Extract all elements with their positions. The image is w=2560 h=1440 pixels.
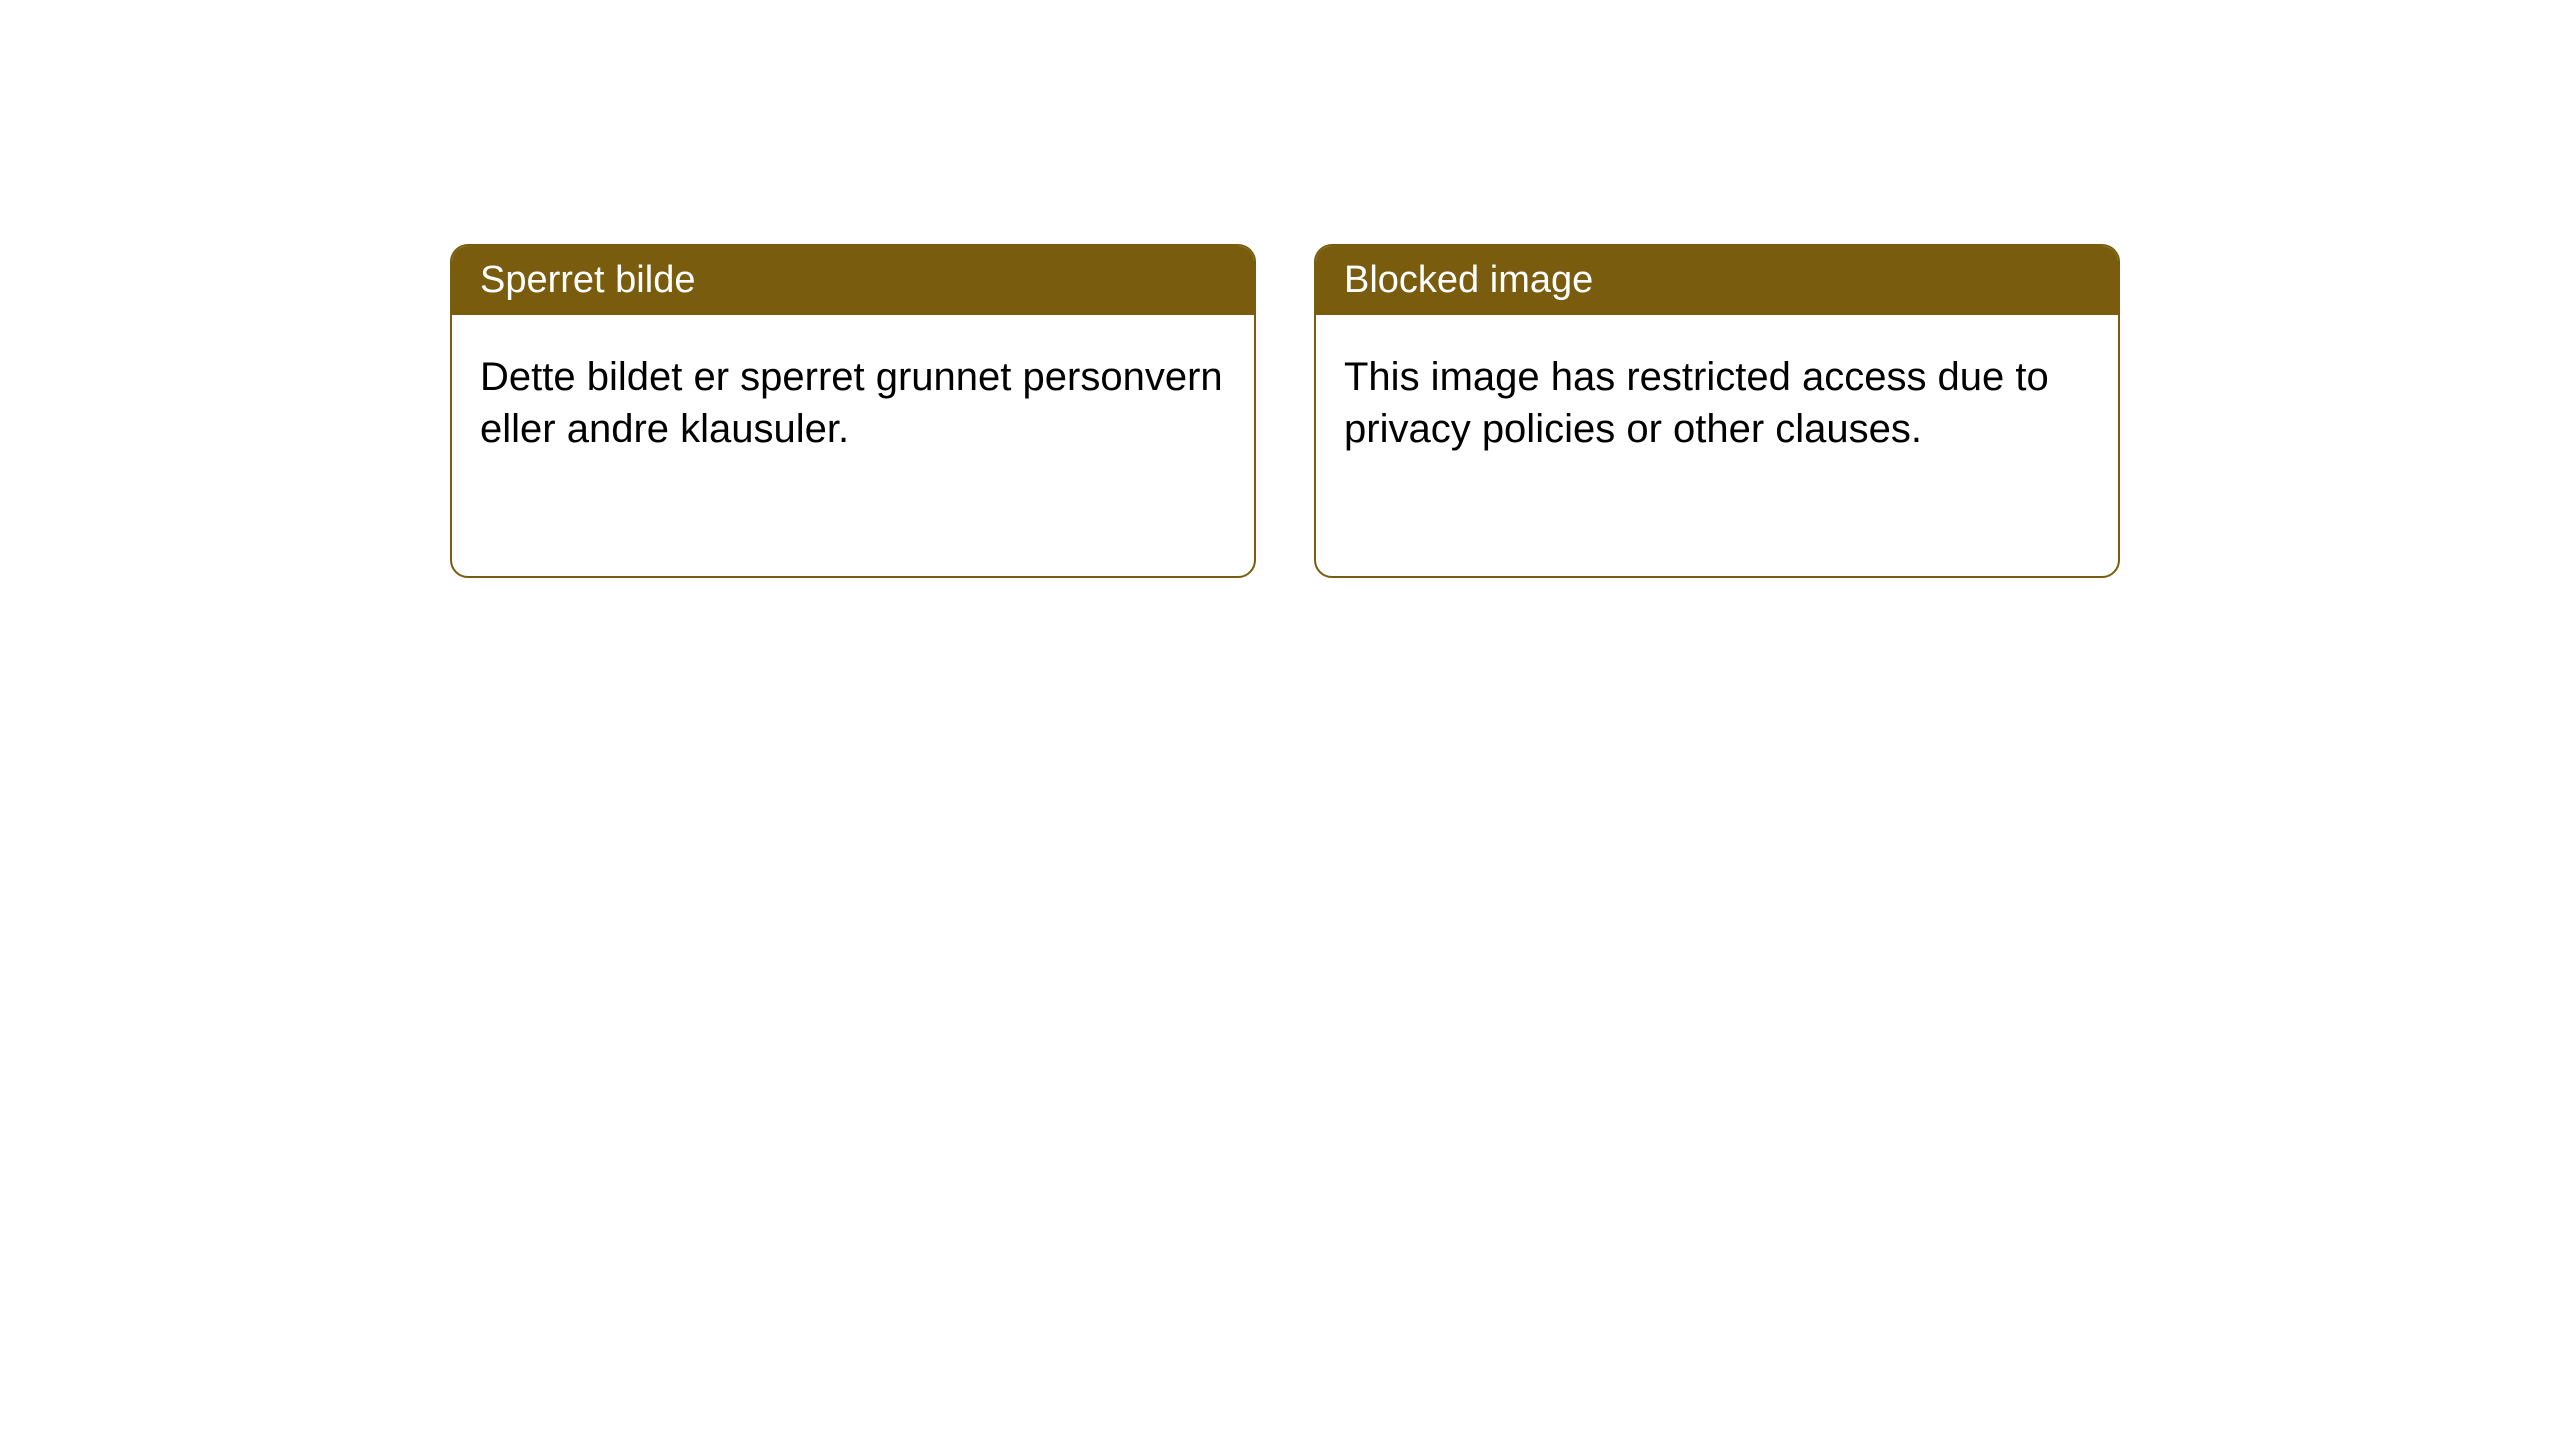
card-title: Sperret bilde (480, 259, 695, 301)
card-title: Blocked image (1344, 259, 1593, 301)
card-body-text: This image has restricted access due to … (1344, 355, 2049, 451)
card-header-en: Blocked image (1316, 246, 2118, 315)
card-body-no: Dette bildet er sperret grunnet personve… (452, 315, 1254, 491)
blocked-image-cards: Sperret bilde Dette bildet er sperret gr… (450, 244, 2120, 578)
blocked-image-card-no: Sperret bilde Dette bildet er sperret gr… (450, 244, 1256, 578)
card-body-en: This image has restricted access due to … (1316, 315, 2118, 491)
card-body-text: Dette bildet er sperret grunnet personve… (480, 355, 1223, 451)
card-header-no: Sperret bilde (452, 246, 1254, 315)
blocked-image-card-en: Blocked image This image has restricted … (1314, 244, 2120, 578)
